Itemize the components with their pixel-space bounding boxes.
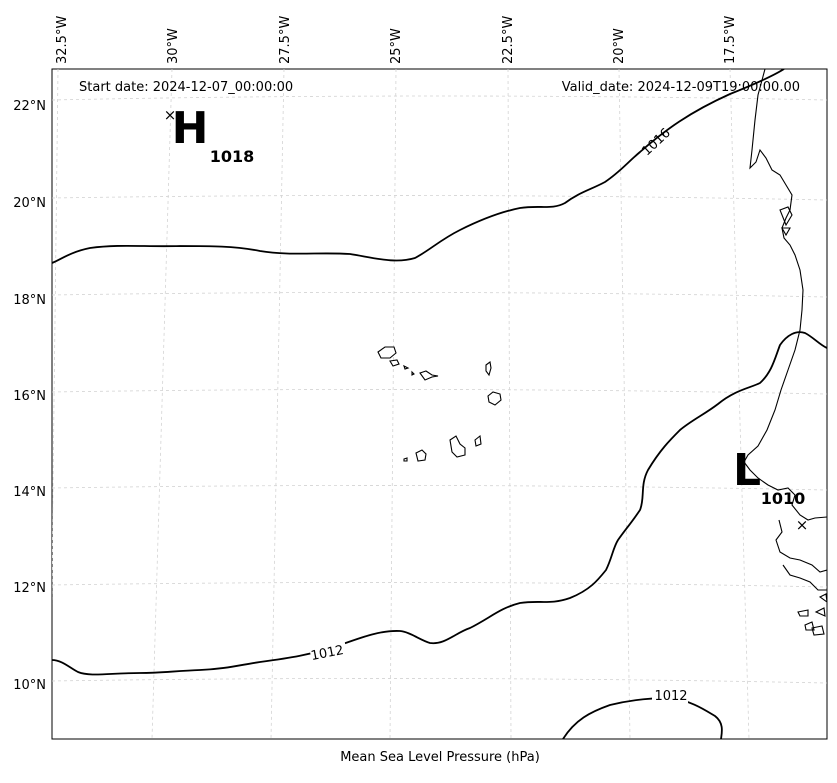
isobar-1016 bbox=[52, 69, 785, 264]
low-center-marker: × bbox=[796, 516, 809, 534]
map-caption: Mean Sea Level Pressure (hPa) bbox=[340, 750, 540, 765]
lat-label-12n: 12°N bbox=[13, 581, 46, 596]
lon-label-30w: 30°W bbox=[166, 28, 181, 64]
graticule bbox=[52, 69, 827, 739]
lon-label-20w: 20°W bbox=[612, 28, 627, 64]
start-date-label: Start date: 2024-12-07_00:00:00 bbox=[79, 80, 293, 95]
low-center-letter: L bbox=[733, 445, 761, 496]
lat-label-22n: 22°N bbox=[13, 99, 46, 114]
low-center-value: 1010 bbox=[761, 489, 806, 508]
lat-label-18n: 18°N bbox=[13, 293, 46, 308]
lon-label-27-5w: 27.5°W bbox=[278, 16, 293, 64]
lat-label-10n: 10°N bbox=[13, 678, 46, 693]
isobar-1012 bbox=[52, 331, 827, 676]
contour-label-1012-west: 1012 bbox=[310, 643, 345, 664]
lon-label-25w: 25°W bbox=[389, 28, 404, 64]
cape-verde-islands bbox=[377, 346, 502, 462]
coastline bbox=[743, 69, 827, 636]
lon-label-17-5w: 17.5°W bbox=[723, 16, 738, 64]
high-center-value: 1018 bbox=[210, 147, 255, 166]
lat-label-14n: 14°N bbox=[13, 485, 46, 500]
contour-label-1012-south: 1012 bbox=[654, 689, 687, 704]
longitude-labels: 32.5°W 30°W 27.5°W 25°W 22.5°W 20°W 17.5… bbox=[55, 16, 738, 64]
lon-label-32-5w: 32.5°W bbox=[55, 16, 70, 64]
lat-label-16n: 16°N bbox=[13, 389, 46, 404]
lat-label-20n: 20°N bbox=[13, 196, 46, 211]
valid-date-label: Valid_date: 2024-12-09T19:00:00.00 bbox=[562, 80, 800, 95]
map-frame bbox=[51, 68, 828, 740]
high-center-letter: H bbox=[172, 103, 209, 154]
high-center-marker: × bbox=[164, 106, 177, 124]
latitude-labels: 22°N 20°N 18°N 16°N 14°N 12°N 10°N bbox=[13, 99, 46, 693]
lon-label-22-5w: 22.5°W bbox=[501, 16, 516, 64]
